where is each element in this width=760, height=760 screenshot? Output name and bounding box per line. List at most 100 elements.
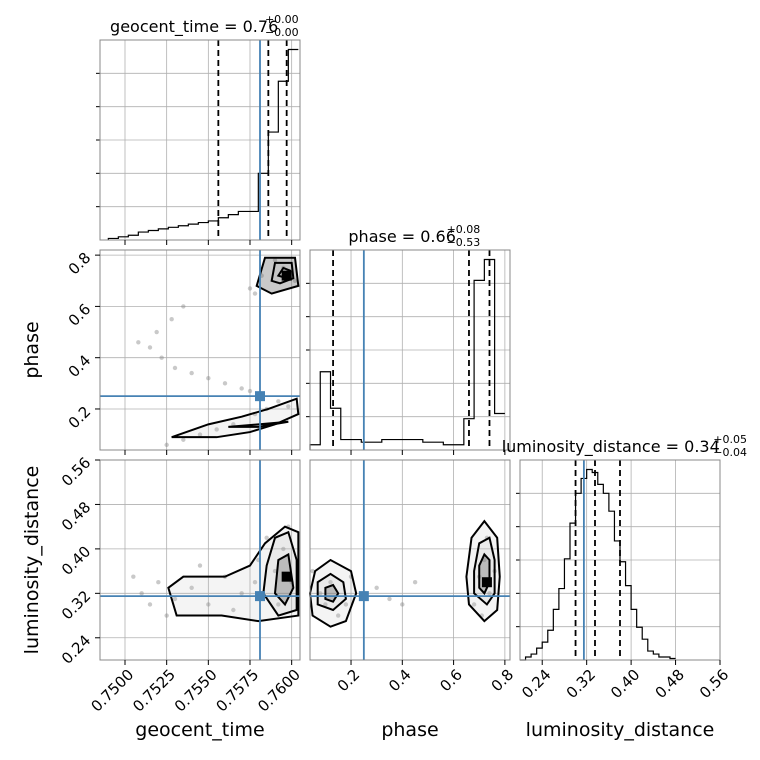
density-peak [281,571,292,582]
title-plus: +0.00 [265,13,299,26]
x-tick-label: 0.32 [563,666,599,702]
y-tick-label: 0.32 [58,587,94,623]
sample-point [139,591,144,596]
x-tick-label: 0.7525 [129,666,179,716]
sample-point [214,427,219,432]
axes-frame [99,39,301,241]
x-tick-label: 0.6 [436,666,466,696]
density-contour [228,420,289,428]
sample-point [281,546,286,552]
x-tick-label: 0.7550 [171,666,221,716]
x-axis-label: geocent_time [135,719,264,741]
sample-point [276,602,281,607]
sample-point [169,317,174,322]
histogram-panel-phase: phase = 0.66+0.08−0.53 [306,223,511,451]
sample-point [247,388,253,394]
y-axis-label: phase [21,321,43,378]
truth-marker [255,591,265,602]
x-tick-label: 0.40 [607,666,643,702]
sample-point [231,607,236,613]
histogram-step [107,48,299,240]
sample-point [343,602,349,607]
sample-point [310,568,315,574]
panel-title: phase = 0.66 [348,227,455,246]
sample-point [272,258,278,263]
sample-point [286,404,291,409]
y-tick-label: 0.2 [65,403,95,433]
joint-panel-geocent_time-phase [99,249,301,451]
sample-point [197,563,203,568]
density-contour [478,552,491,596]
sample-point [487,591,492,596]
title-plus: +0.08 [447,223,481,236]
title-minus: −0.04 [713,446,747,459]
sample-point [159,355,164,360]
sample-point [189,370,194,376]
density-contour [171,397,300,439]
y-tick-label: 0.4 [65,351,95,381]
sample-point [252,580,258,585]
y-tick-label: 0.8 [65,249,95,279]
density-contour [308,558,358,628]
y-tick-label: 0.48 [58,498,94,534]
sample-point [292,278,298,283]
sample-point [147,602,153,607]
axes-frame [99,459,301,661]
sample-point [181,304,186,309]
sample-point [323,602,328,607]
sample-point [374,585,379,590]
axes-frame [309,459,511,661]
sample-point [247,286,253,291]
sample-point [276,399,281,404]
sample-point [400,602,405,607]
histogram-step [309,258,505,450]
sample-point [154,329,159,335]
title-text: geocent_time = 0.76 [110,17,278,37]
x-tick-label: 0.7575 [213,666,263,716]
truth-marker [255,391,265,402]
sample-point [328,580,333,585]
y-tick-label: 0.40 [58,543,94,579]
x-tick-label: 0.7600 [254,666,304,716]
sample-point [206,376,211,381]
sample-point [164,613,169,618]
density-peak [281,270,292,281]
y-tick-label: 0.24 [58,631,94,667]
truth-marker [358,591,369,602]
panel-title: geocent_time = 0.76 [110,17,278,37]
sample-point [264,535,269,540]
x-axis-label: phase [381,719,438,741]
density-contour [324,583,340,603]
sample-point [412,580,418,585]
title-plus: +0.05 [713,433,747,446]
x-axis-label: luminosity_distance [526,719,715,741]
title-minus: −0.00 [265,26,299,39]
sample-point [336,613,341,618]
sample-point [252,291,258,296]
sample-point [206,602,211,607]
histogram-panel-luminosity_distance: luminosity_distance = 0.34+0.05−0.04 [502,433,747,661]
x-tick-label: 0.24 [518,666,554,702]
density-contour [262,530,298,617]
axes-frame [519,459,721,661]
sample-point [318,591,323,596]
sample-point [272,568,278,574]
y-axis-label: luminosity_distance [21,466,43,655]
sample-point [387,596,392,602]
histogram-step [520,468,676,661]
sample-point [131,574,136,579]
title-text: luminosity_distance = 0.34 [502,437,720,457]
x-tick-label: 0.8 [488,666,518,696]
density-contour [316,572,347,612]
sample-point [471,602,477,607]
density-peak [481,577,492,588]
x-tick-label: 0.48 [652,666,688,702]
sample-point [156,580,161,585]
x-tick-label: 0.56 [696,666,732,702]
sample-point [172,596,178,602]
sample-point [197,432,203,437]
sample-point [181,437,186,442]
axes-frame [309,249,511,451]
sample-point [189,585,194,590]
